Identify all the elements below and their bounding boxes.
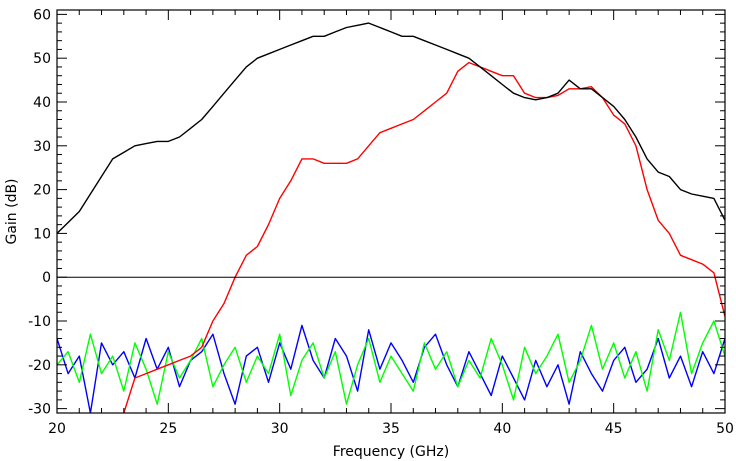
plot-area bbox=[57, 22, 725, 413]
green-noise-curve-line bbox=[57, 311, 725, 405]
black-gain-curve-line bbox=[57, 22, 725, 234]
plot-frame bbox=[56, 9, 726, 414]
x-tick-label: 50 bbox=[716, 421, 734, 437]
y-tick-label: 30 bbox=[33, 139, 51, 155]
x-tick-label: 20 bbox=[48, 421, 66, 437]
y-tick-label: 10 bbox=[33, 226, 51, 242]
red-gain-curve-line bbox=[123, 61, 725, 413]
x-tick-label: 40 bbox=[493, 421, 511, 437]
y-tick-label: -10 bbox=[28, 314, 51, 330]
y-tick-label: 20 bbox=[33, 183, 51, 199]
x-tick-label: 45 bbox=[605, 421, 623, 437]
x-tick-label: 35 bbox=[382, 421, 400, 437]
series-layer bbox=[57, 22, 725, 413]
x-tick-label: 25 bbox=[159, 421, 177, 437]
y-tick-label: 0 bbox=[42, 270, 51, 286]
blue-noise-curve-line bbox=[57, 324, 725, 413]
y-tick-label: -20 bbox=[28, 358, 51, 374]
y-axis-title: Gain (dB) bbox=[4, 178, 20, 244]
x-tick-label: 30 bbox=[271, 421, 289, 437]
y-tick-label: 50 bbox=[33, 51, 51, 67]
x-axis-title: Frequency (GHz) bbox=[333, 444, 449, 460]
y-tick-label: -30 bbox=[28, 402, 51, 418]
y-tick-label: 40 bbox=[33, 95, 51, 111]
y-tick-label: 60 bbox=[33, 7, 51, 23]
axes-layer: 20 25 30 35 40 45 50 -30 -20 -10 0 10 20 30 40 50 60 bbox=[28, 7, 734, 437]
